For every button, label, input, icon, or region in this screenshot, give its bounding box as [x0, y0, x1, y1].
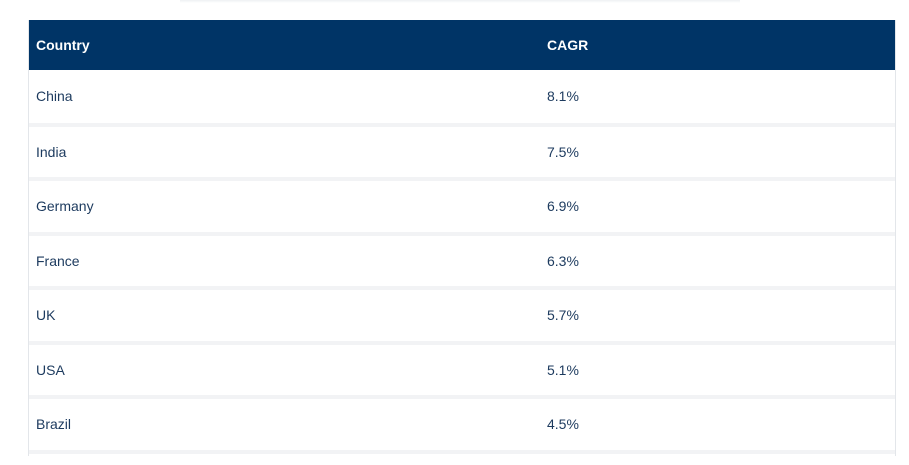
cell-country: UK — [36, 307, 56, 324]
table-header: Country CAGR — [29, 20, 895, 70]
cell-cagr: 8.1% — [547, 88, 579, 105]
cell-cagr: 7.5% — [547, 143, 579, 160]
table-row: China 8.1% — [29, 70, 895, 125]
cell-cagr: 5.1% — [547, 361, 579, 378]
header-country: Country — [36, 37, 90, 53]
cagr-table: Country CAGR China 8.1% India 7.5% Germa… — [29, 20, 895, 454]
table-row: Brazil 4.5% — [29, 397, 895, 452]
table-body: China 8.1% India 7.5% Germany 6.9% Franc… — [29, 70, 895, 452]
cell-country: China — [36, 88, 73, 105]
table-row: Germany 6.9% — [29, 179, 895, 234]
table-row: France 6.3% — [29, 233, 895, 288]
cell-cagr: 6.9% — [547, 198, 579, 215]
cell-cagr: 4.5% — [547, 416, 579, 433]
cell-country: India — [36, 143, 67, 160]
cell-cagr: 6.3% — [547, 252, 579, 269]
cagr-table-container: Country CAGR China 8.1% India 7.5% Germa… — [28, 20, 896, 456]
table-row: India 7.5% — [29, 124, 895, 179]
table-row: UK 5.7% — [29, 288, 895, 343]
cell-country: Germany — [36, 198, 94, 215]
top-divider — [180, 0, 740, 3]
table-row: USA 5.1% — [29, 342, 895, 397]
header-row: Country CAGR — [29, 20, 895, 70]
header-cagr: CAGR — [547, 37, 589, 53]
cell-country: Brazil — [36, 416, 72, 433]
cell-country: France — [36, 252, 80, 269]
cell-cagr: 5.7% — [547, 307, 579, 324]
cell-country: USA — [36, 361, 65, 378]
